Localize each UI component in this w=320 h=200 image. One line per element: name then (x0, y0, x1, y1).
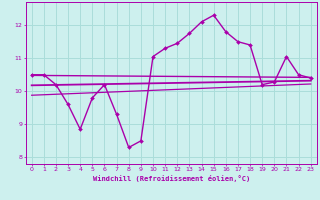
X-axis label: Windchill (Refroidissement éolien,°C): Windchill (Refroidissement éolien,°C) (92, 175, 250, 182)
